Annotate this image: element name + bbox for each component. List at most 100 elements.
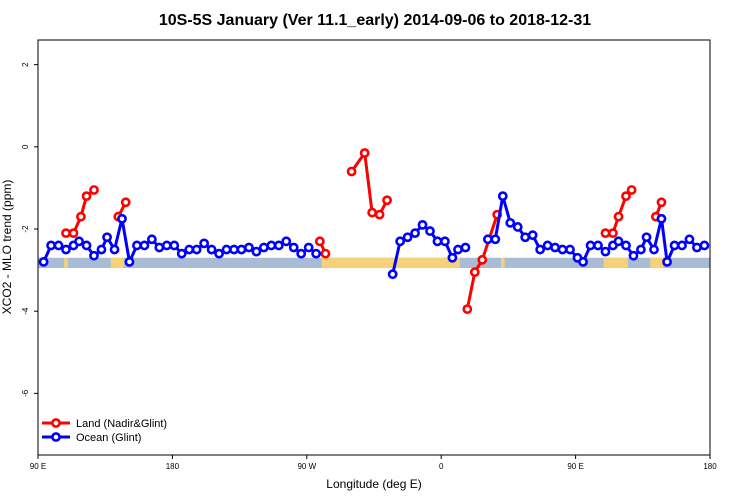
data-point bbox=[662, 256, 672, 267]
data-point bbox=[402, 232, 413, 243]
data-point bbox=[120, 197, 131, 208]
data-point bbox=[281, 236, 292, 247]
data-point bbox=[578, 256, 588, 267]
data-point bbox=[600, 228, 611, 239]
data-point bbox=[124, 256, 135, 267]
data-point bbox=[61, 228, 71, 239]
data-point bbox=[258, 242, 269, 253]
series-line bbox=[350, 151, 389, 217]
data-point bbox=[303, 242, 314, 253]
y-axis: 2 0 -2 -4 -6 bbox=[21, 62, 38, 397]
data-point bbox=[68, 228, 79, 239]
y-tick-label: -6 bbox=[21, 389, 30, 397]
data-point bbox=[520, 232, 531, 243]
land-band-segment bbox=[321, 257, 328, 269]
data-point bbox=[497, 191, 508, 202]
data-point bbox=[244, 242, 254, 253]
data-point bbox=[425, 226, 435, 236]
x-tick-label: 0 bbox=[439, 462, 444, 471]
land-band-segment bbox=[64, 257, 68, 269]
data-point bbox=[621, 240, 631, 251]
legend-marker bbox=[51, 418, 61, 428]
data-point bbox=[460, 242, 471, 253]
x-axis-label: Longitude (deg E) bbox=[326, 477, 421, 491]
data-point bbox=[146, 234, 157, 245]
data-point bbox=[74, 236, 84, 247]
data-point bbox=[440, 236, 450, 247]
y-tick-label: -2 bbox=[21, 225, 30, 233]
data-point bbox=[288, 242, 299, 253]
data-point bbox=[469, 267, 480, 278]
data-point bbox=[320, 248, 331, 259]
data-point bbox=[641, 232, 652, 243]
data-point bbox=[132, 240, 142, 251]
data-point bbox=[359, 148, 370, 158]
data-point bbox=[621, 191, 631, 202]
data-point bbox=[542, 240, 553, 251]
data-point bbox=[692, 242, 702, 253]
land-band-segment bbox=[327, 257, 460, 269]
data-point bbox=[395, 236, 406, 247]
data-point bbox=[236, 244, 247, 255]
data-point bbox=[199, 238, 210, 249]
y-axis-label: XCO2 - MLO trend (ppm) bbox=[0, 180, 14, 315]
x-tick-label: 90 E bbox=[30, 462, 46, 471]
data-point bbox=[626, 185, 637, 195]
legend: Land (Nadir&Glint) Ocean (Glint) bbox=[42, 418, 167, 444]
data-point bbox=[184, 244, 195, 255]
legend-label: Ocean (Glint) bbox=[76, 432, 141, 444]
data-point bbox=[374, 209, 385, 220]
x-tick-label: 180 bbox=[166, 462, 180, 471]
x-tick-label: 90 W bbox=[297, 462, 316, 471]
data-point bbox=[273, 240, 284, 251]
data-point bbox=[96, 244, 107, 255]
data-point bbox=[453, 244, 463, 255]
land-band-segment bbox=[110, 257, 124, 269]
data-point bbox=[585, 240, 596, 251]
data-point bbox=[557, 244, 568, 255]
data-point bbox=[417, 220, 428, 230]
data-point bbox=[550, 242, 560, 253]
data-point bbox=[669, 240, 680, 251]
data-point bbox=[46, 240, 56, 251]
data-point bbox=[206, 244, 217, 255]
data-point bbox=[38, 256, 49, 267]
land-band-segment bbox=[603, 257, 628, 269]
data-point bbox=[608, 228, 618, 239]
data-point bbox=[214, 248, 224, 259]
data-point bbox=[176, 248, 187, 259]
data-point bbox=[367, 207, 378, 218]
data-point bbox=[169, 240, 180, 251]
data-point bbox=[382, 195, 392, 206]
data-point bbox=[527, 230, 538, 241]
legend-item: Land (Nadir&Glint) bbox=[42, 418, 167, 430]
data-point bbox=[117, 213, 127, 224]
data-point bbox=[81, 191, 92, 202]
data-point bbox=[139, 240, 150, 251]
data-point bbox=[482, 234, 493, 245]
data-point bbox=[512, 222, 523, 232]
data-point bbox=[462, 304, 473, 315]
data-point bbox=[600, 246, 611, 257]
data-point bbox=[76, 211, 86, 222]
data-point bbox=[628, 250, 639, 261]
data-point bbox=[311, 248, 322, 259]
data-point bbox=[684, 234, 695, 245]
data-point bbox=[677, 240, 687, 251]
series-1 bbox=[38, 191, 710, 280]
data-point bbox=[636, 244, 646, 255]
data-point bbox=[447, 252, 458, 263]
land-ocean-band bbox=[38, 257, 710, 269]
data-point bbox=[649, 244, 659, 255]
data-point bbox=[505, 217, 516, 228]
data-point bbox=[314, 236, 325, 247]
data-point bbox=[102, 232, 112, 243]
legend-marker bbox=[51, 432, 61, 442]
x-axis: 90 E 180 90 W 0 90 E 180 bbox=[30, 455, 717, 471]
data-point bbox=[89, 185, 99, 195]
data-point bbox=[229, 244, 239, 255]
series-layer bbox=[38, 148, 710, 315]
data-point bbox=[251, 246, 262, 257]
data-point bbox=[221, 244, 232, 255]
data-point bbox=[656, 213, 667, 224]
